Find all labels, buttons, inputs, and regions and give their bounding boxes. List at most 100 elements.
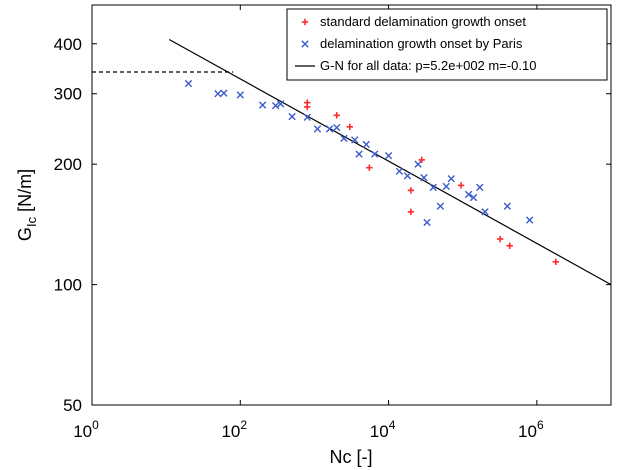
legend-marker-standard xyxy=(301,18,309,26)
x-tick-label: 100 xyxy=(73,418,99,441)
data-point-series-2-stroke-b xyxy=(371,150,379,158)
data-point-series-2 xyxy=(414,160,422,168)
y-axis-label-unit: [N/m] xyxy=(15,169,35,217)
data-point-series-2-stroke-b xyxy=(420,174,428,182)
x-tick-label-exponent: 4 xyxy=(389,418,396,432)
data-point-series-2 xyxy=(469,193,478,202)
data-point-series-2 xyxy=(403,172,412,180)
x-tick-label: 102 xyxy=(221,418,247,441)
data-point-series-2-stroke-b xyxy=(503,202,512,210)
data-point-series-2-stroke-b xyxy=(303,113,311,121)
data-point-series-2-stroke-b xyxy=(313,125,322,133)
data-point-series-2 xyxy=(476,183,484,192)
data-point-series-1 xyxy=(407,187,415,194)
data-point-series-2 xyxy=(184,79,193,88)
y-tick-label: 300 xyxy=(54,85,82,104)
data-point-series-2-stroke-b xyxy=(429,183,437,192)
data-point-series-2 xyxy=(333,123,341,132)
legend-label-fit: G-N for all data: p=5.2e+002 m=-0.10 xyxy=(320,58,536,73)
data-point-series-2 xyxy=(325,125,334,133)
data-point-series-2 xyxy=(214,90,222,98)
data-point-series-2 xyxy=(220,89,228,97)
data-point-series-2-stroke-b xyxy=(333,123,341,132)
data-point-series-2 xyxy=(464,190,473,199)
y-axis-label-subscript: Ic xyxy=(24,216,39,227)
y-tick-label: 200 xyxy=(54,155,82,174)
data-point-series-2 xyxy=(288,112,296,121)
data-point-series-2 xyxy=(503,202,512,210)
legend-marker-plus xyxy=(301,18,309,26)
x-axis-label: Nc [-] xyxy=(330,447,373,467)
data-point-series-2-stroke-b xyxy=(355,150,363,158)
data-point-series-2-stroke-b xyxy=(481,208,489,216)
data-point-series-1 xyxy=(304,103,311,111)
x-tick-label: 104 xyxy=(370,418,396,441)
data-point-series-2 xyxy=(258,101,267,109)
data-point-series-2-stroke-b xyxy=(384,152,393,160)
data-point-series-2-stroke-b xyxy=(436,202,445,210)
data-point-series-2 xyxy=(436,202,445,210)
legend-box xyxy=(286,8,608,81)
data-point-series-2-stroke-b xyxy=(442,182,450,191)
data-point-series-2 xyxy=(276,100,285,108)
data-point-series-2-stroke-b xyxy=(276,100,285,108)
data-point-series-2 xyxy=(525,216,534,224)
y-tick-label: 100 xyxy=(54,276,82,295)
data-point-series-2-stroke-b xyxy=(220,89,228,97)
data-point-series-2 xyxy=(355,150,363,158)
data-points-layer xyxy=(184,79,559,266)
data-point-series-1 xyxy=(418,156,425,164)
fit-line xyxy=(168,38,612,286)
data-point-series-2 xyxy=(340,134,348,143)
data-point-series-1 xyxy=(457,182,465,189)
data-point-series-2-stroke-b xyxy=(525,216,534,224)
x-tick-label-base: 10 xyxy=(221,422,240,441)
legend: standard delamination growth onset delam… xyxy=(286,8,608,81)
data-point-series-1 xyxy=(346,123,354,131)
data-point-series-1 xyxy=(407,208,415,216)
data-point-series-2 xyxy=(313,125,322,133)
legend-marker-x xyxy=(301,40,309,48)
data-point-series-2 xyxy=(481,208,489,216)
data-point-series-2-stroke-b xyxy=(258,101,267,109)
data-point-series-2 xyxy=(429,183,437,192)
data-point-series-2-stroke-b xyxy=(340,134,348,143)
data-point-series-1 xyxy=(333,112,340,119)
data-point-series-2-stroke-b xyxy=(351,136,359,144)
y-tick-label: 50 xyxy=(63,396,82,415)
data-point-series-2 xyxy=(351,136,359,144)
legend-marker-x-stroke-b xyxy=(301,40,309,48)
data-point-series-2-stroke-b xyxy=(423,218,431,227)
data-point-series-1 xyxy=(366,164,373,171)
data-point-series-1 xyxy=(506,242,513,250)
y-axis-label-main: G xyxy=(15,227,35,241)
data-point-series-2 xyxy=(384,152,393,160)
data-point-series-2-stroke-b xyxy=(325,125,334,133)
data-point-series-2-stroke-b xyxy=(464,190,473,199)
data-point-series-2 xyxy=(362,140,370,149)
x-tick-label-base: 10 xyxy=(73,422,92,441)
x-tick-label-exponent: 6 xyxy=(537,418,544,432)
data-point-series-2 xyxy=(371,150,379,158)
data-point-series-2-stroke-b xyxy=(214,90,222,98)
legend-marker-paris xyxy=(301,40,309,48)
x-tick-label-base: 10 xyxy=(370,422,389,441)
data-point-series-2-stroke-b xyxy=(403,172,412,180)
data-point-series-2-stroke-b xyxy=(362,140,370,149)
data-point-series-2-stroke-b xyxy=(395,167,404,175)
data-point-series-2-stroke-b xyxy=(414,160,422,168)
data-point-series-2-stroke-b xyxy=(469,193,478,202)
legend-label-standard: standard delamination growth onset xyxy=(320,14,526,29)
data-point-series-2 xyxy=(395,167,404,175)
x-tick-label-exponent: 2 xyxy=(240,418,247,432)
data-point-series-2 xyxy=(420,174,428,182)
fit-line-layer xyxy=(168,38,612,286)
x-tick-label-exponent: 0 xyxy=(92,418,99,432)
data-point-series-2-stroke-b xyxy=(288,112,296,121)
data-point-series-2 xyxy=(236,91,244,99)
y-axis-label: GIc [N/m] xyxy=(15,169,39,241)
x-tick-label-base: 10 xyxy=(518,422,537,441)
data-point-series-2 xyxy=(271,102,280,110)
